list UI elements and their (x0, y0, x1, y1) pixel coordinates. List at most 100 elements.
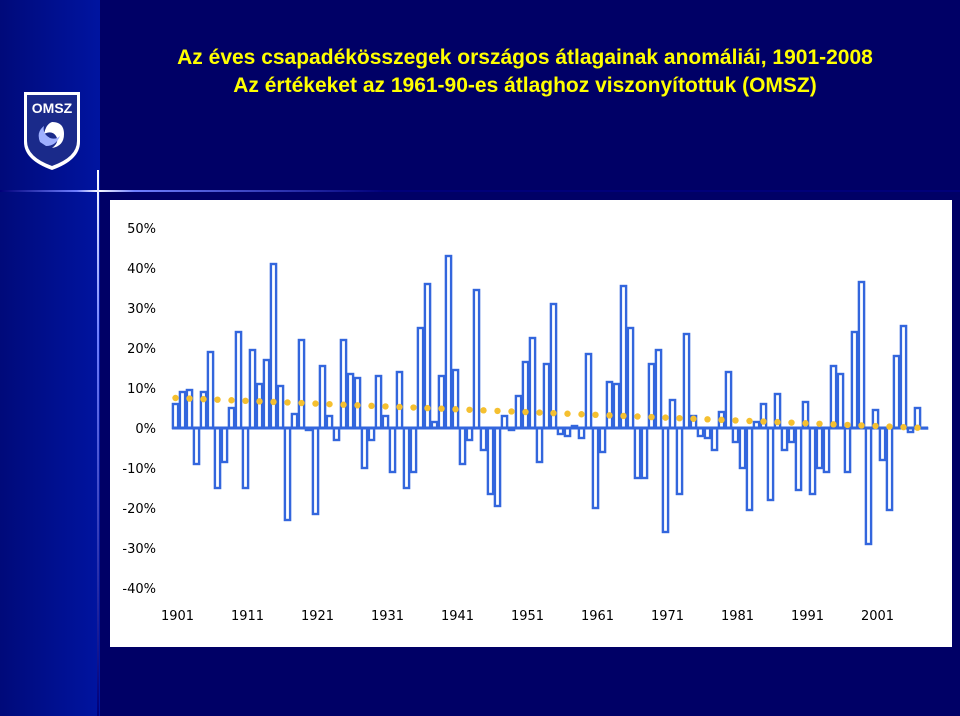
y-tick-label: 0% (135, 422, 156, 437)
anomaly-bar (850, 330, 859, 430)
anomaly-bar (605, 380, 614, 430)
trend-point (634, 413, 641, 420)
anomaly-bar (283, 426, 292, 522)
anomaly-bar (444, 254, 453, 430)
anomaly-bar (808, 426, 817, 496)
anomaly-bar (360, 426, 369, 470)
anomaly-bar (381, 414, 390, 430)
y-tick-label: 20% (127, 342, 156, 357)
anomaly-bar (542, 362, 551, 430)
title-line-1: Az éves csapadékösszegek országos átlaga… (177, 46, 873, 69)
anomaly-bar (703, 426, 712, 440)
y-tick-label: 40% (127, 262, 156, 277)
x-tick-label: 1911 (231, 609, 264, 624)
x-tick-label: 1971 (651, 609, 684, 624)
anomaly-bar (472, 288, 481, 430)
x-tick-label: 1951 (511, 609, 544, 624)
trend-point (522, 408, 529, 416)
trend-point (816, 420, 823, 427)
anomaly-bar (521, 360, 530, 430)
decorative-vertical-line (97, 170, 99, 716)
trend-point (648, 413, 655, 421)
anomaly-bar (234, 330, 243, 430)
anomaly-bar (514, 394, 523, 430)
trend-point (186, 395, 193, 402)
anomaly-bar (304, 426, 313, 432)
anomaly-bar (745, 426, 754, 512)
anomaly-bar (570, 424, 579, 430)
anomaly-bar (549, 302, 558, 430)
anomaly-bar (528, 336, 537, 430)
anomaly-bar (276, 384, 285, 430)
trend-point (718, 416, 725, 424)
trend-point (578, 411, 585, 418)
trend-point (676, 414, 683, 422)
anomaly-bar (906, 426, 915, 434)
anomaly-bar (829, 364, 838, 430)
anomaly-bar (619, 284, 628, 430)
anomaly-bar (885, 426, 894, 512)
anomaly-bar (892, 354, 901, 430)
anomaly-bar (899, 324, 908, 430)
trend-point (172, 394, 179, 402)
trend-point (704, 416, 711, 423)
anomaly-bar (171, 402, 180, 430)
anomaly-bar (479, 426, 488, 452)
trend-point (858, 422, 865, 429)
anomaly-bar (416, 326, 425, 430)
x-tick-label: 1941 (441, 609, 474, 624)
anomaly-bar (654, 348, 663, 430)
anomaly-bar (661, 426, 670, 534)
trend-point (886, 423, 893, 430)
anomaly-bar (857, 280, 866, 430)
anomaly-bar (395, 370, 404, 430)
logo-text: OMSZ (32, 100, 73, 116)
x-tick-label: 2001 (861, 609, 894, 624)
anomaly-bar (493, 426, 502, 508)
anomaly-bar (325, 414, 334, 430)
y-tick-label: 30% (127, 302, 156, 317)
y-tick-label: 50% (127, 222, 156, 237)
anomaly-bar (584, 352, 593, 430)
trend-point (368, 402, 375, 410)
trend-point (802, 420, 809, 427)
anomaly-bar (318, 364, 327, 430)
y-tick-label: -10% (122, 462, 156, 477)
anomaly-bar (206, 350, 215, 430)
anomaly-bar (388, 426, 397, 474)
anomaly-bar (787, 426, 796, 444)
trend-point (312, 400, 319, 407)
anomaly-bar (556, 426, 565, 436)
anomaly-bar (773, 392, 782, 430)
trend-point (452, 406, 459, 413)
anomaly-bar-chart: 50% 40% 30% 20% 10% 0% -10% -20% -30% -40% 1901 191… (122, 222, 929, 624)
omsz-logo: OMSZ (22, 90, 82, 172)
anomaly-bar (290, 412, 299, 430)
trend-point (746, 417, 753, 425)
trend-point (550, 409, 557, 417)
anomaly-bar (437, 374, 446, 430)
anomaly-bar (332, 426, 341, 442)
anomaly-bar (836, 372, 845, 430)
x-tick-label: 1931 (371, 609, 404, 624)
trend-point (284, 399, 291, 406)
chart-title: Az éves csapadékösszegek országos átlaga… (110, 44, 940, 100)
anomaly-bar (731, 426, 740, 444)
trend-point (466, 406, 473, 413)
trend-point (354, 402, 361, 409)
anomaly-bar (507, 426, 516, 432)
anomaly-bar (710, 426, 719, 452)
anomaly-bar (402, 426, 411, 490)
anomaly-bar (591, 426, 600, 510)
anomaly-bar (430, 420, 439, 430)
anomaly-bar (409, 426, 418, 474)
anomaly-bar (640, 426, 649, 480)
trend-point (732, 417, 739, 424)
anomaly-bar (633, 426, 642, 480)
trend-point (606, 412, 613, 419)
x-tick-label: 1901 (161, 609, 194, 624)
trend-point (270, 398, 277, 406)
decorative-horizontal-line (0, 190, 960, 192)
trend-point (690, 415, 697, 422)
trend-point (536, 409, 543, 416)
